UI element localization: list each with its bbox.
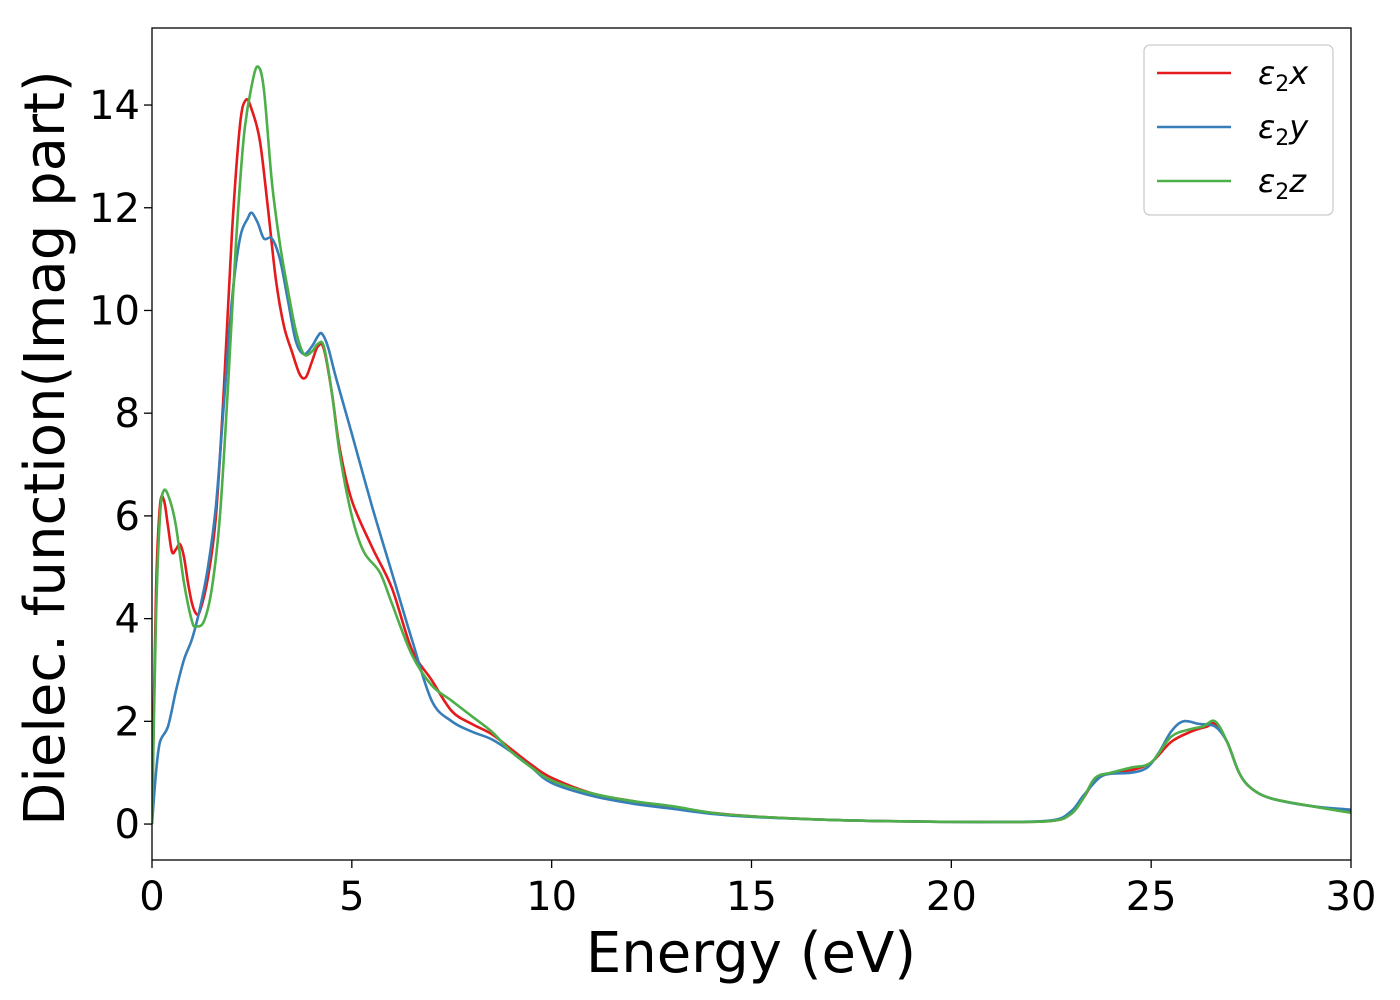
y-tick-label: 10	[89, 288, 140, 334]
axes: 0 5 10 15 20 25 30 0 2 4 6 8 10 12 14	[89, 27, 1377, 920]
legend-box	[1143, 44, 1334, 216]
legend-label-y: ε2y	[1258, 108, 1309, 151]
legend: ε2x ε2y ε2z	[1143, 44, 1334, 216]
x-tick-label: 5	[339, 874, 364, 920]
series-line-y	[152, 211, 1351, 825]
y-tick-label: 2	[115, 699, 140, 745]
x-tick-label: 30	[1326, 874, 1377, 920]
x-axis-title: Energy (eV)	[586, 921, 916, 986]
y-tick-label: 12	[89, 186, 140, 232]
series-line-z	[152, 65, 1351, 825]
y-tick-label: 6	[115, 494, 140, 540]
x-tick-label: 15	[726, 874, 777, 920]
legend-label-z: ε2z	[1258, 162, 1307, 205]
y-axis-title: Dielec. function(Imag part)	[13, 70, 78, 826]
x-tick-label: 10	[526, 874, 577, 920]
x-tick-label: 25	[1126, 874, 1177, 920]
y-tick-label: 8	[115, 391, 140, 437]
y-tick-label: 0	[115, 802, 140, 848]
plot-area	[152, 65, 1351, 825]
legend-label-x: ε2x	[1258, 54, 1309, 97]
y-tick-label: 14	[89, 83, 140, 129]
y-tick-label: 4	[115, 597, 140, 643]
x-tick-label: 0	[139, 874, 164, 920]
x-tick-label: 20	[926, 874, 977, 920]
